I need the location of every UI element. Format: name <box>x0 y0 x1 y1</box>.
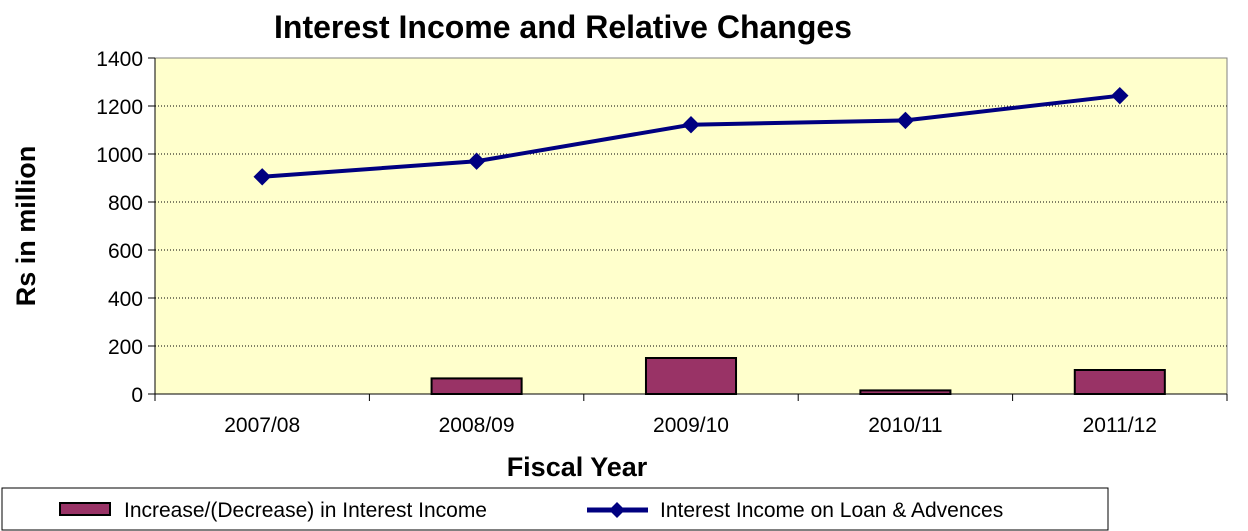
y-tick-label: 400 <box>108 288 143 311</box>
y-tick-label: 1400 <box>96 48 143 71</box>
line-point <box>467 152 486 170</box>
y-tick-label: 600 <box>108 240 143 263</box>
y-tick-label: 1000 <box>96 144 143 167</box>
y-tick-label: 200 <box>108 336 143 359</box>
x-tick-labels: 2007/08 2008/09 2009/10 2010/11 2011/12 <box>224 414 1157 437</box>
bar <box>859 389 952 395</box>
y-axis-title: Rs in million <box>11 146 41 307</box>
bar <box>1073 369 1166 395</box>
x-tick-label: 2010/11 <box>868 414 942 437</box>
legend-bar-swatch <box>59 502 111 516</box>
x-tick-label: 2007/08 <box>224 414 300 437</box>
x-tick-label: 2011/12 <box>1083 414 1157 437</box>
line-point <box>1111 86 1129 105</box>
line-point <box>682 116 700 134</box>
legend-box <box>1 487 1109 531</box>
y-tick-label: 0 <box>131 384 143 407</box>
legend: Increase/(Decrease) in Interest Income I… <box>1 487 1109 531</box>
bar <box>430 377 523 395</box>
legend-label-bar: Increase/(Decrease) in Interest Income <box>124 499 487 522</box>
plot-area <box>154 57 1228 395</box>
bar <box>644 357 738 395</box>
legend-line-marker <box>609 502 625 518</box>
chart-title: Interest Income and Relative Changes <box>274 9 852 45</box>
line-point <box>253 168 271 186</box>
line-point <box>896 111 915 130</box>
x-tick-label: 2009/10 <box>653 414 729 437</box>
line-series <box>253 86 1129 186</box>
y-tick-labels: 0 200 400 600 800 1000 1200 1400 <box>96 48 143 407</box>
x-tick-label: 2008/09 <box>439 414 515 437</box>
x-axis-title: Fiscal Year <box>507 452 648 482</box>
bar-series <box>430 357 1166 395</box>
legend-label-line: Interest Income on Loan & Advences <box>660 499 1003 522</box>
y-tick-label: 1200 <box>96 96 143 119</box>
axes <box>148 57 1228 401</box>
y-tick-label: 800 <box>108 192 143 215</box>
